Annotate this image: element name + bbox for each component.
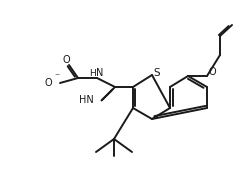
Text: H: H — [90, 68, 96, 77]
Text: ⁻: ⁻ — [54, 72, 60, 82]
Text: O: O — [62, 55, 70, 65]
Text: O: O — [44, 78, 52, 88]
Text: O: O — [208, 67, 216, 77]
Text: N: N — [96, 68, 104, 78]
Text: S: S — [154, 68, 160, 78]
Text: HN: HN — [79, 95, 94, 105]
